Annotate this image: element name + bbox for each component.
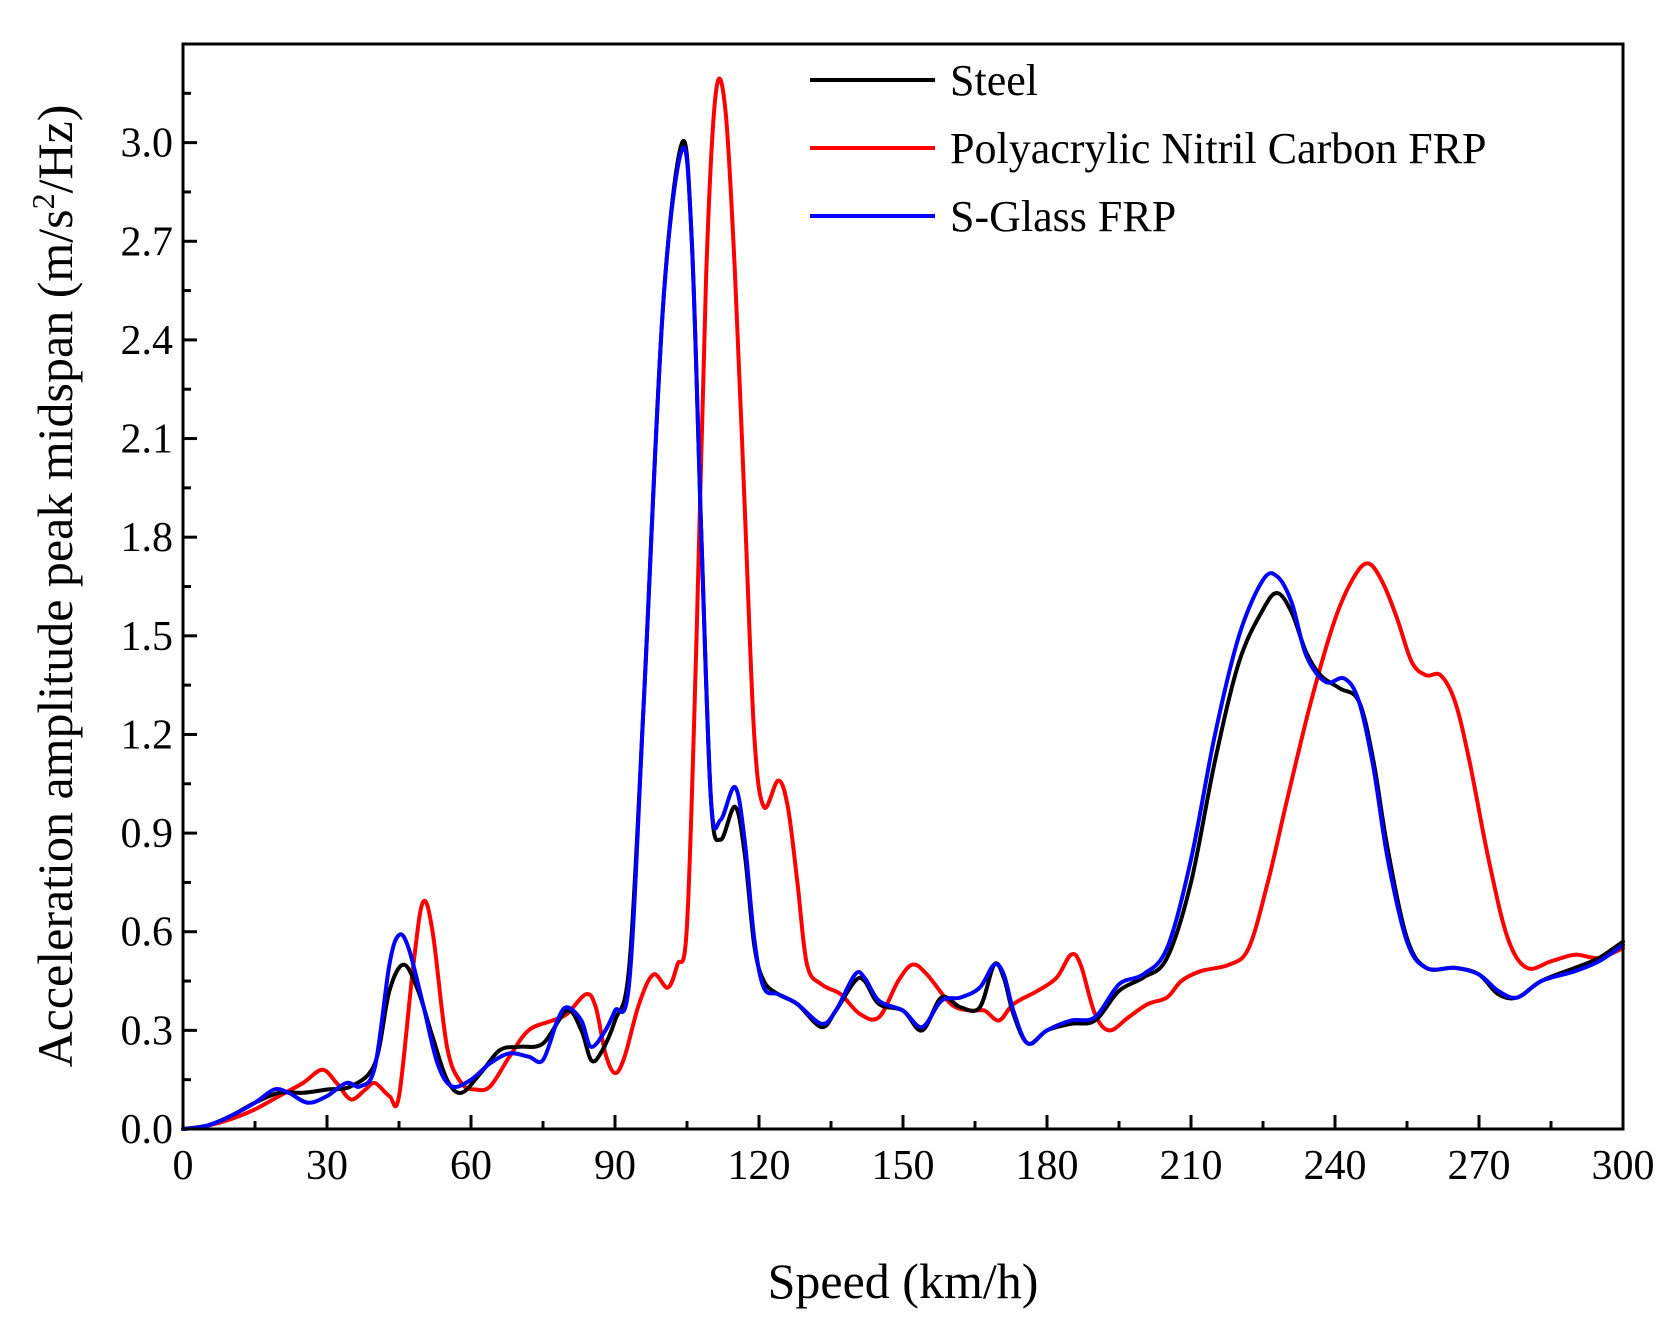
y-axis-title: Acceleration amplitude peak midspan (m/s… [25, 105, 83, 1068]
y-axis-title-superscript: 2 [25, 193, 61, 209]
x-tick-label: 150 [872, 1143, 935, 1189]
y-tick-label: 0.0 [121, 1107, 174, 1153]
x-tick-label: 300 [1592, 1143, 1655, 1189]
x-tick-label: 30 [306, 1143, 348, 1189]
y-tick-label: 2.1 [121, 417, 174, 463]
x-tick-label: 210 [1160, 1143, 1223, 1189]
y-tick-label: 0.3 [121, 1008, 174, 1054]
y-tick-label: 1.5 [121, 614, 174, 660]
legend-label-polyacrylic-nitril-carbon-frp: Polyacrylic Nitril Carbon FRP [950, 124, 1487, 173]
y-tick-label: 3.0 [121, 121, 174, 167]
legend-label-s-glass-frp: S-Glass FRP [950, 192, 1176, 241]
x-tick-label: 90 [594, 1143, 636, 1189]
legend: Steel Polyacrylic Nitril Carbon FRP S-Glas… [810, 56, 1487, 241]
tick-labels-layer: 0 30 60 90 120 150 180 210 240 270 300 0.0 0.3 0.6 0.9… [121, 121, 1655, 1189]
series-layer [181, 76, 1625, 1131]
x-tick-label: 60 [450, 1143, 492, 1189]
series-line-polyacrylic-nitril-carbon-frp [181, 76, 1625, 1131]
series-line-steel [181, 138, 1625, 1131]
x-axis-title: Speed (km/h) [768, 1253, 1039, 1309]
x-tick-label: 120 [728, 1143, 791, 1189]
y-axis-title-unit: /Hz) [27, 105, 83, 194]
y-tick-label: 0.9 [121, 811, 174, 857]
y-tick-label: 1.8 [121, 515, 174, 561]
ticks-layer [181, 91, 1625, 1131]
y-tick-label: 2.4 [121, 318, 174, 364]
y-tick-label: 0.6 [121, 910, 174, 956]
x-tick-label: 240 [1304, 1143, 1367, 1189]
legend-label-steel: Steel [950, 56, 1038, 105]
y-tick-label: 2.7 [121, 219, 174, 265]
series-line-s-glass-frp [181, 145, 1625, 1131]
x-tick-label: 270 [1448, 1143, 1511, 1189]
x-tick-label: 180 [1016, 1143, 1079, 1189]
y-axis-title-main: Acceleration amplitude peak midspan (m/s [27, 209, 83, 1067]
y-tick-label: 1.2 [121, 712, 174, 758]
x-tick-label: 0 [173, 1143, 194, 1189]
